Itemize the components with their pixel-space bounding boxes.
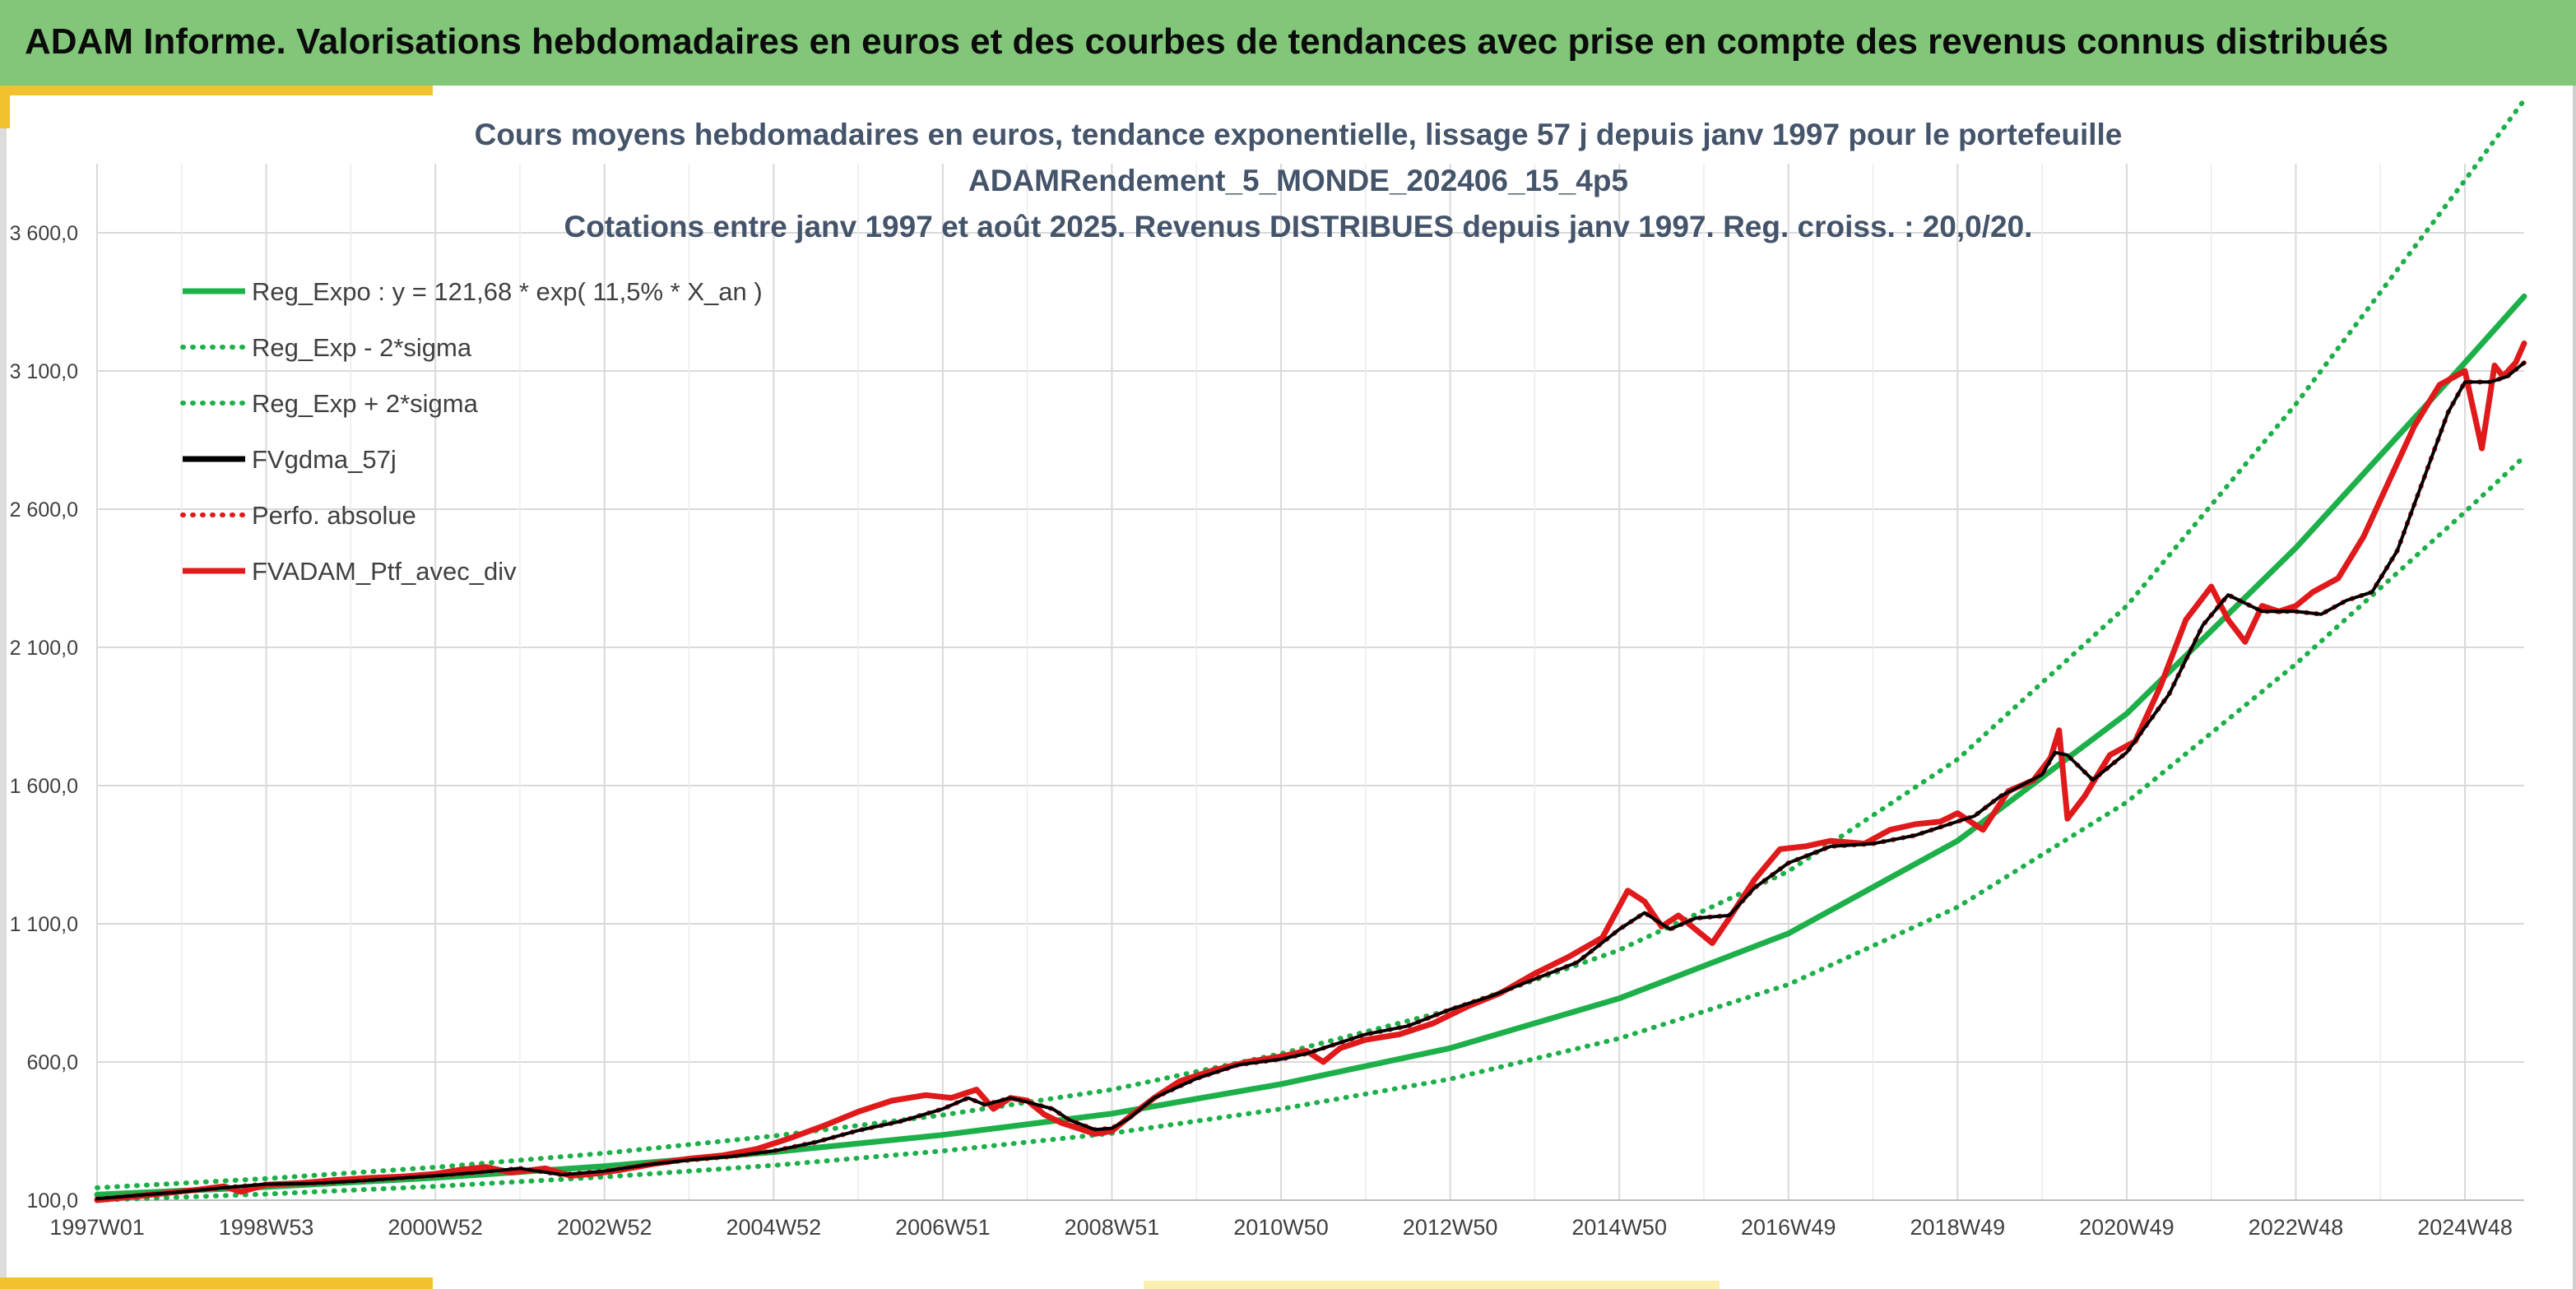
y-tick-label: 3 600,0 — [10, 222, 78, 245]
y-tick-label: 1 600,0 — [10, 775, 78, 798]
accent-bar-top-left — [0, 86, 433, 95]
legend-label: FVgdma_57j — [252, 445, 397, 474]
x-tick-label: 2024W48 — [2417, 1215, 2513, 1240]
y-tick-label: 2 100,0 — [10, 637, 78, 660]
x-tick-label: 1998W53 — [219, 1215, 314, 1240]
chart-grid — [96, 164, 2524, 1201]
x-tick-label: 2000W52 — [388, 1215, 483, 1240]
legend-label: Reg_Exp + 2*sigma — [252, 389, 479, 418]
y-tick-label: 100,0 — [26, 1189, 78, 1212]
x-tick-label: 2018W49 — [1910, 1215, 2006, 1240]
accent-bar-bottom-middle — [1144, 1281, 1720, 1289]
legend-label: FVADAM_Ptf_avec_div — [252, 557, 517, 586]
chart-title-line-2: ADAMRendement_5_MONDE_202406_15_4p5 — [968, 164, 1628, 197]
y-axis-ticks: 100,0 600,0 1 100,0 1 600,0 2 100,0 2 600,0 3 … — [10, 222, 78, 1212]
y-tick-label: 3 100,0 — [10, 360, 78, 383]
x-tick-label: 2016W49 — [1741, 1215, 1836, 1240]
series-line-3 — [95, 360, 2526, 1201]
accent-bar-bottom-left — [0, 1277, 433, 1289]
series-line-4 — [95, 359, 2527, 1202]
y-tick-label: 1 100,0 — [10, 913, 78, 936]
x-tick-label: 2010W50 — [1233, 1215, 1329, 1240]
series-line-2 — [95, 97, 2527, 1190]
y-tick-label: 2 600,0 — [10, 498, 78, 522]
legend-label: Reg_Exp - 2*sigma — [252, 333, 472, 362]
x-tick-label: 2002W52 — [557, 1215, 652, 1240]
accent-bar-top-left-vertical — [0, 86, 10, 128]
chart-title-line-3: Cotations entre janv 1997 et août 2025. … — [564, 210, 2033, 243]
legend: Reg_Expo : y = 121,68 * exp( 11,5% * X_a… — [180, 277, 763, 586]
x-axis-ticks: 1997W01 1998W53 2000W52 2002W52 2004W52 2006W… — [49, 1215, 2513, 1240]
chart-title-line-1: Cours moyens hebdomadaires en euros, ten… — [475, 118, 2123, 151]
legend-label: Reg_Expo : y = 121,68 * exp( 11,5% * X_a… — [252, 277, 763, 306]
x-tick-label: 2006W51 — [895, 1215, 991, 1240]
series-line-0 — [94, 293, 2527, 1198]
y-tick-label: 600,0 — [26, 1051, 78, 1074]
x-tick-label: 2022W48 — [2249, 1215, 2344, 1240]
right-frame-border — [2573, 86, 2576, 1289]
chart-title: Cours moyens hebdomadaires en euros, ten… — [475, 118, 2123, 243]
x-tick-label: 2004W52 — [726, 1215, 822, 1240]
banner-title: ADAM Informe. Valorisations hebdomadaire… — [25, 21, 2389, 62]
left-frame-border — [0, 86, 7, 1289]
legend-label: Perfo. absolue — [252, 501, 416, 530]
series-line-1 — [95, 454, 2527, 1203]
x-tick-label: 2020W49 — [2079, 1215, 2175, 1240]
series-line-5 — [94, 340, 2527, 1203]
line-chart: Cours moyens hebdomadaires en euros, ten… — [10, 97, 2527, 1240]
series-layer — [94, 97, 2527, 1203]
x-tick-label: 2012W50 — [1403, 1215, 1498, 1240]
x-tick-label: 1997W01 — [49, 1215, 145, 1240]
title-banner: ADAM Informe. Valorisations hebdomadaire… — [0, 0, 2576, 86]
x-tick-label: 2014W50 — [1571, 1215, 1667, 1240]
x-tick-label: 2008W51 — [1065, 1215, 1160, 1240]
